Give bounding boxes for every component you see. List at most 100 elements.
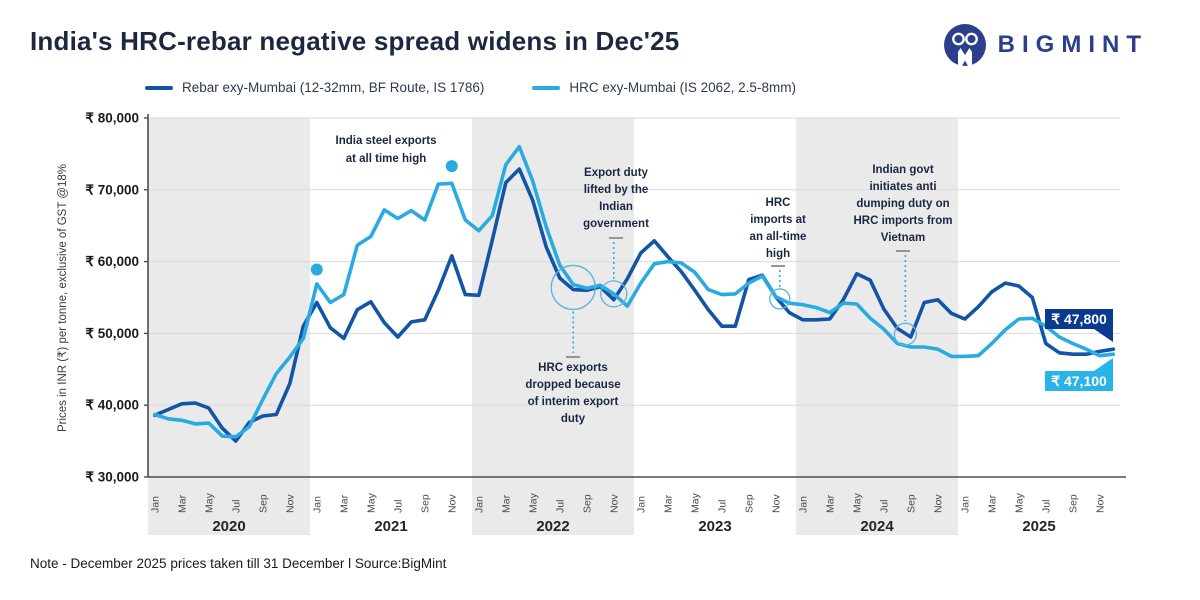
end-label-hrc: ₹ 47,100 xyxy=(1045,358,1113,391)
annotation-text: government xyxy=(583,218,649,230)
month-tick-label: Jul xyxy=(1040,500,1052,513)
month-tick-label: Sep xyxy=(1067,494,1079,513)
annotation-text: India steel exports xyxy=(336,135,437,147)
annotation-text: dumping duty on xyxy=(856,198,949,210)
month-tick-label: Mar xyxy=(500,494,512,513)
annotation-text: Vietnam xyxy=(881,232,926,244)
y-tick-label: ₹ 30,000 xyxy=(85,470,139,485)
annotation-text: HRC imports from xyxy=(853,215,952,227)
annotation-circle xyxy=(550,264,596,311)
rebar-price-line xyxy=(153,167,1116,443)
month-tick-label: Mar xyxy=(662,494,674,513)
month-tick-label: Jul xyxy=(716,500,728,513)
annotation-text: Indian xyxy=(599,201,633,213)
month-tick-label: Sep xyxy=(743,494,755,513)
end-label-box xyxy=(1045,309,1113,329)
bigmint-logo-text: BIGMINT xyxy=(997,31,1148,58)
month-tick-label: Jul xyxy=(392,500,404,513)
month-tick-label: May xyxy=(689,492,701,513)
month-tick-label: Nov xyxy=(932,494,944,513)
annotation-hrc-exports-dropped: HRC exports dropped because of interim exp… xyxy=(525,264,621,425)
end-label-text: ₹ 47,800 xyxy=(1051,311,1107,327)
month-tick-label: Nov xyxy=(446,494,458,513)
end-label-pointer xyxy=(1094,329,1113,342)
annotation-circle xyxy=(893,322,917,346)
annotation-text: Export duty xyxy=(584,167,648,179)
month-tick-label: Jul xyxy=(230,500,242,513)
month-tick-label: Mar xyxy=(986,494,998,513)
year-label-2025: 2025 xyxy=(1022,518,1055,535)
month-tick-label: Jan xyxy=(149,496,161,513)
annotation-text: at all time high xyxy=(346,153,427,165)
annotation-text: lifted by the xyxy=(584,184,649,196)
month-tick-label: Nov xyxy=(608,494,620,513)
month-tick-label: Jan xyxy=(635,496,647,513)
month-tick-label: Jan xyxy=(959,496,971,513)
annotation-text: an all-time xyxy=(750,231,807,243)
year-label-2024: 2024 xyxy=(860,518,894,535)
month-tick-label: Nov xyxy=(1094,494,1106,513)
y-tick-label: ₹ 70,000 xyxy=(85,182,139,197)
month-tick-label: Nov xyxy=(284,494,296,513)
y-tick-label: ₹ 80,000 xyxy=(85,111,139,126)
annotation-text: duty xyxy=(561,413,586,425)
year-label-2021: 2021 xyxy=(374,518,407,535)
annotation-circle xyxy=(600,280,628,308)
legend-item-hrc: HRC exy-Mumbai (IS 2062, 2.5-8mm) xyxy=(532,80,796,95)
month-tick-label: Sep xyxy=(581,494,593,513)
month-tick-label: Mar xyxy=(176,494,188,513)
page-title: India's HRC-rebar negative spread widens… xyxy=(30,26,680,56)
month-tick-label: Jul xyxy=(878,500,890,513)
hrc-price-line xyxy=(153,144,1116,439)
month-tick-label: May xyxy=(365,492,377,513)
month-tick-label: Mar xyxy=(338,494,350,513)
annotation-circle xyxy=(769,288,791,310)
legend-item-rebar: Rebar exy-Mumbai (12-32mm, BF Route, IS … xyxy=(145,80,484,95)
end-label-pointer xyxy=(1094,358,1113,371)
year-label-2023: 2023 xyxy=(698,518,731,535)
month-tick-label: Mar xyxy=(824,494,836,513)
annotation-text: initiates anti xyxy=(869,181,936,193)
annotation-text: dropped because xyxy=(525,379,620,391)
annotation-text: HRC xyxy=(766,197,791,209)
bigmint-logo: BIGMINT xyxy=(942,22,1148,68)
annotation-text: HRC exports xyxy=(538,362,608,374)
y-axis-title: Prices in INR (₹) per tonne, exclusive o… xyxy=(57,164,69,432)
month-tick-label: Jan xyxy=(473,496,485,513)
hrc-line-swatch xyxy=(532,85,561,90)
y-tick-label: ₹ 50,000 xyxy=(85,326,139,341)
annotation-dot xyxy=(310,263,323,276)
end-label-rebar: ₹ 47,800 xyxy=(1045,309,1113,342)
month-tick-label: Nov xyxy=(770,494,782,513)
chart-legend: Rebar exy-Mumbai (12-32mm, BF Route, IS … xyxy=(145,80,796,95)
month-tick-label: Jul xyxy=(554,500,566,513)
year-band-2020 xyxy=(148,118,310,535)
month-tick-label: May xyxy=(203,492,215,513)
annotation-text: imports at xyxy=(750,214,806,226)
year-band-2022 xyxy=(472,118,634,535)
year-label-2020: 2020 xyxy=(212,518,245,535)
annotation-text: of interim export xyxy=(528,396,619,408)
bigmint-logo-icon xyxy=(943,24,986,66)
rebar-line-swatch xyxy=(145,85,173,90)
end-label-text: ₹ 47,100 xyxy=(1051,373,1107,389)
month-tick-label: May xyxy=(851,492,863,513)
month-tick-label: Jan xyxy=(311,496,323,513)
annotation-text: high xyxy=(766,248,790,260)
y-tick-label: ₹ 60,000 xyxy=(85,254,139,269)
end-label-box xyxy=(1045,371,1113,391)
month-tick-label: May xyxy=(1013,492,1025,513)
annotation-export-duty-lifted: Export duty lifted by the Indian government xyxy=(583,167,649,308)
legend-label-hrc: HRC exy-Mumbai (IS 2062, 2.5-8mm) xyxy=(569,80,796,95)
annotation-steel-exports-high: India steel exports at all time high xyxy=(310,135,458,276)
month-tick-label: Sep xyxy=(257,494,269,513)
legend-label-rebar: Rebar exy-Mumbai (12-32mm, BF Route, IS … xyxy=(182,80,485,95)
annotation-text: Indian govt xyxy=(872,164,934,176)
annotation-hrc-imports-high: HRC imports at an all-time high xyxy=(750,197,807,310)
month-tick-label: Sep xyxy=(419,494,431,513)
y-tick-label: ₹ 40,000 xyxy=(85,398,139,413)
year-label-2022: 2022 xyxy=(536,518,569,535)
annotation-anti-dumping-duty: Indian govt initiates anti dumping duty on… xyxy=(853,164,953,346)
annotation-dot xyxy=(445,160,458,173)
